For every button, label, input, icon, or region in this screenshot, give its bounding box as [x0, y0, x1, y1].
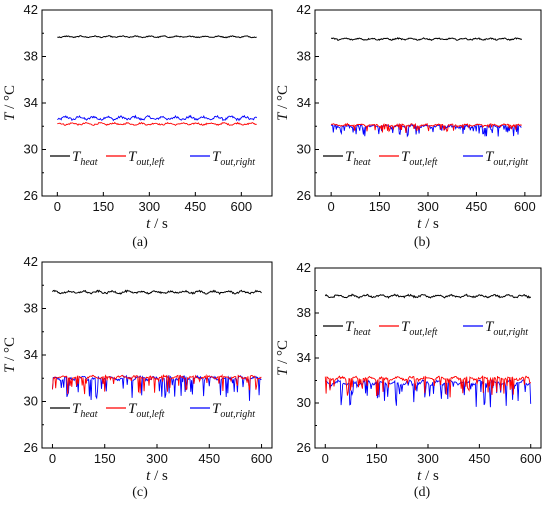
- x-tick-label: 300: [138, 199, 160, 214]
- y-tick-label: 42: [24, 254, 38, 269]
- y-tick-label: 30: [297, 395, 311, 410]
- chart-panel-c: 26 30 34 38 42 0 150 300 450 600 t / s T / °C Theat T…: [2, 254, 273, 484]
- panel-caption: (b): [414, 235, 431, 250]
- plot-frame: [41, 261, 273, 449]
- x-tick-label: 150: [369, 199, 391, 214]
- series-line-toutright: [330, 123, 522, 138]
- chart-panel-b: 26 30 34 38 42 0 150 300 450 600 t / s T / °C Theat T…: [275, 2, 542, 232]
- x-tick-label: 600: [520, 451, 542, 466]
- panel-caption: (d): [414, 485, 431, 500]
- x-axis-label: t / s: [417, 216, 439, 232]
- y-axis-label: T / °C: [2, 85, 18, 121]
- x-tick-label: 450: [184, 199, 206, 214]
- series-line-theat: [57, 35, 257, 39]
- plot-frame: [314, 9, 542, 197]
- y-tick-label: 38: [24, 301, 38, 316]
- series-line-toutleft: [330, 122, 522, 133]
- y-tick-label: 34: [297, 95, 311, 110]
- x-tick-label: 0: [54, 199, 61, 214]
- x-tick-label: 300: [146, 451, 168, 466]
- x-tick-label: 0: [322, 451, 329, 466]
- x-tick-label: 150: [366, 451, 388, 466]
- x-tick-label: 150: [92, 199, 114, 214]
- y-tick-label: 34: [297, 350, 311, 365]
- legend-entry: Tout,right: [485, 149, 528, 168]
- legend-entry: Tout,right: [485, 319, 528, 338]
- x-tick-label: 600: [251, 451, 273, 466]
- series-line-toutleft: [57, 121, 257, 127]
- legend-entry: Tout,left: [128, 149, 165, 168]
- legend-entry: Tout,left: [128, 401, 165, 420]
- y-axis-label: T / °C: [275, 340, 291, 376]
- y-tick-label: 38: [24, 49, 38, 64]
- series-line-theat: [330, 36, 522, 42]
- chart-panel-d: 26 30 34 38 42 0 150 300 450 600 t / s T / °C Theat T…: [275, 260, 542, 484]
- x-axis-label: t / s: [146, 216, 168, 232]
- panel-caption: (c): [132, 485, 148, 500]
- y-tick-label: 26: [297, 188, 311, 203]
- x-tick-label: 300: [417, 451, 439, 466]
- series-line-toutleft: [324, 375, 532, 398]
- x-tick-label: 450: [469, 451, 491, 466]
- y-tick-label: 26: [297, 440, 311, 455]
- y-axis-label: T / °C: [275, 85, 291, 121]
- y-tick-label: 34: [24, 95, 38, 110]
- legend-entry: Theat: [72, 149, 98, 168]
- x-tick-label: 300: [417, 199, 439, 214]
- legend-entry: Theat: [345, 319, 371, 338]
- legend-entry: Tout,right: [212, 149, 255, 168]
- x-tick-label: 450: [466, 199, 488, 214]
- legend-entry: Theat: [72, 401, 98, 420]
- panel-caption: (a): [132, 235, 148, 250]
- y-tick-label: 42: [297, 2, 311, 17]
- legend-entry: Tout,left: [401, 149, 438, 168]
- series-line-toutright: [52, 374, 262, 401]
- x-tick-label: 0: [49, 451, 56, 466]
- chart-panel-a: 26 30 34 38 42 0 150 300 450 600 t / s T / °C Theat T…: [2, 2, 273, 232]
- y-tick-label: 26: [24, 440, 38, 455]
- y-tick-label: 38: [297, 305, 311, 320]
- legend-entry: Tout,right: [212, 401, 255, 420]
- y-tick-label: 42: [24, 2, 38, 17]
- series-line-toutleft: [52, 373, 262, 395]
- legend-entry: Theat: [345, 149, 371, 168]
- x-axis-label: t / s: [417, 468, 439, 484]
- x-tick-label: 150: [94, 451, 116, 466]
- y-tick-label: 30: [24, 394, 38, 409]
- y-tick-label: 26: [24, 188, 38, 203]
- x-tick-label: 450: [198, 451, 220, 466]
- x-tick-label: 0: [328, 199, 335, 214]
- x-tick-label: 600: [230, 199, 252, 214]
- y-tick-label: 30: [297, 142, 311, 157]
- x-axis-label: t / s: [146, 468, 168, 484]
- y-tick-label: 30: [24, 142, 38, 157]
- y-axis-label: T / °C: [2, 337, 18, 373]
- series-line-theat: [52, 289, 262, 296]
- series-line-theat: [324, 293, 532, 299]
- y-tick-label: 34: [24, 347, 38, 362]
- y-tick-label: 42: [297, 260, 311, 275]
- x-tick-label: 600: [514, 199, 536, 214]
- legend-entry: Tout,left: [401, 319, 438, 338]
- series-line-toutright: [57, 114, 258, 122]
- y-tick-label: 38: [297, 49, 311, 64]
